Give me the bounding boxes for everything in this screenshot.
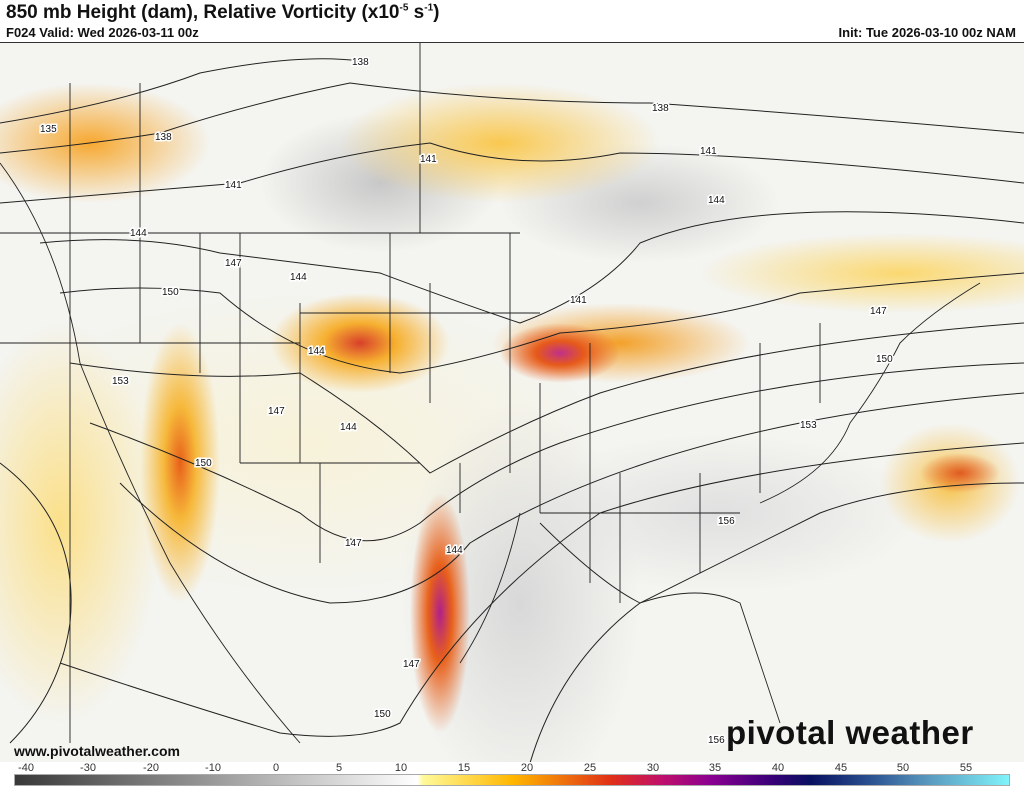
contour-label: 150 [374,709,391,720]
contour-label: 150 [876,354,893,365]
contour-label: 144 [340,422,357,433]
source-url: www.pivotalweather.com [14,743,180,759]
valid-time: F024 Valid: Wed 2026-03-11 00z [6,25,199,40]
contour-label: 138 [652,103,669,114]
coastline [0,162,981,744]
contour-label: 144 [308,346,325,357]
colorbar [14,774,1010,786]
colorbar-tick-label: 10 [394,762,408,774]
colorbar-tick-label: 0 [272,762,280,774]
contour-label: 138 [352,57,369,68]
contour-label: 141 [420,154,437,165]
colorbar-tick-label: -20 [143,762,159,774]
colorbar-tick-label: -10 [205,762,221,774]
contour-label: 150 [162,287,179,298]
contour-labels: 135 138 138 138 141 141 141 141 144 144 … [39,56,895,748]
colorbar-tick-label: 15 [457,762,471,774]
contour-label: 147 [268,406,285,417]
colorbar-tick-label: 25 [583,762,597,774]
contour-label: 141 [570,295,587,306]
contour-label: 150 [195,458,212,469]
pivotal-weather-logo: pivotal weather [726,714,974,751]
contour-label: 153 [800,420,817,431]
contour-label: 156 [708,735,725,746]
contour-label: 153 [112,376,129,387]
height-contours: 135 138 138 138 141 141 141 141 144 144 … [0,43,1024,762]
colorbar-tick-label: 20 [520,762,534,774]
contour-label: 141 [700,146,717,157]
contour-label: 147 [345,538,362,549]
colorbar-tick-label: -30 [80,762,96,774]
contour-label: 147 [225,258,242,269]
state-borders [0,43,821,743]
colorbar-tick-label: 5 [335,762,343,774]
colorbar-tick-label: 30 [646,762,660,774]
contour-label: 141 [225,180,242,191]
colorbar-tick-label: -40 [18,762,34,774]
contour-label: 147 [870,306,887,317]
contour-label: 144 [130,228,147,239]
contour-label: 144 [446,545,463,556]
colorbar-tick-label: 40 [771,762,785,774]
weather-map[interactable]: 135 138 138 138 141 141 141 141 144 144 … [0,42,1024,762]
colorbar-tick-label: 55 [959,762,973,774]
contour-label: 156 [718,516,735,527]
contour-label: 135 [40,124,57,135]
colorbar-labels: -40 -30 -20 -10 0 5 10 15 20 25 30 35 40 45 50 55 [0,762,1024,774]
colorbar-tick-label: 50 [896,762,910,774]
init-time: Init: Tue 2026-03-10 00z NAM [838,25,1016,40]
colorbar-tick-label: 35 [708,762,722,774]
map-title: 850 mb Height (dam), Relative Vorticity … [6,2,440,23]
contour-label: 144 [290,272,307,283]
colorbar-tick-label: 45 [834,762,848,774]
contour-label: 138 [155,132,172,143]
contour-label: 147 [403,659,420,670]
contour-label: 144 [708,195,725,206]
